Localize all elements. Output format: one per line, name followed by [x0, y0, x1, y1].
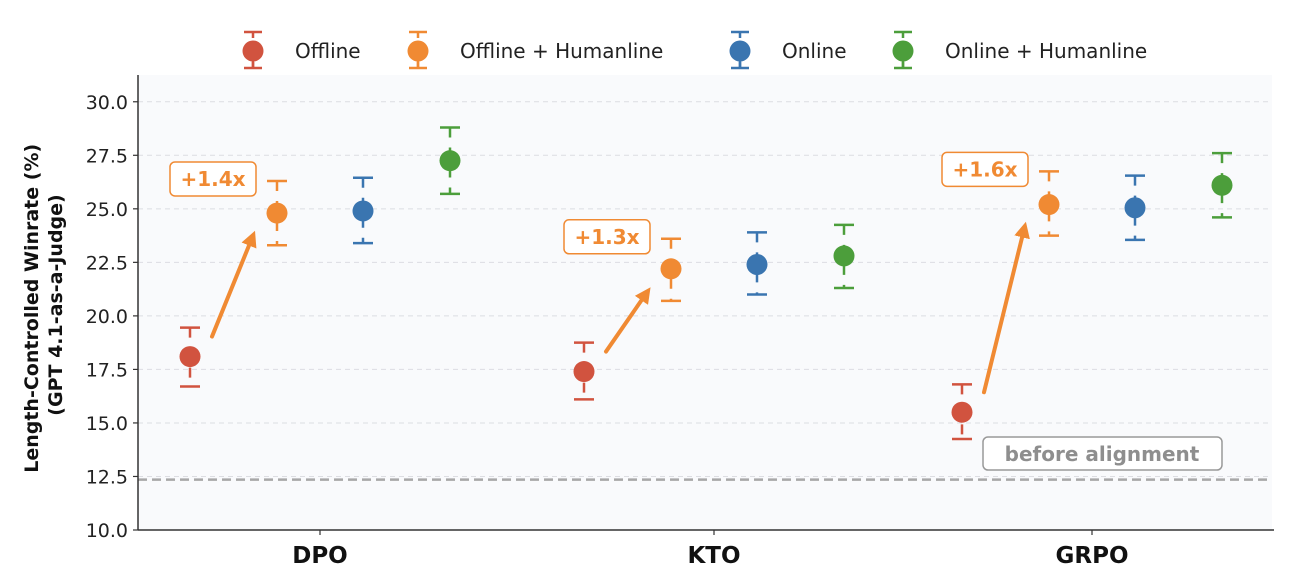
- annotation-label: +1.4x: [180, 167, 245, 191]
- y-axis-label-line1: Length-Controlled Winrate (%): [21, 144, 43, 473]
- x-tick-label: GRPO: [1056, 543, 1129, 569]
- y-tick-label: 25.0: [86, 199, 128, 221]
- legend-marker: [729, 40, 751, 62]
- y-tick-label: 12.5: [86, 466, 128, 488]
- improvement-arrow: [210, 230, 257, 339]
- data-point: [179, 346, 201, 368]
- y-axis-label-line2: (GPT 4.1-as-a-Judge): [45, 194, 67, 415]
- legend-label: Offline: [295, 39, 361, 63]
- data-point: [266, 202, 288, 224]
- annotation-box: [941, 151, 1029, 188]
- y-tick-label: 15.0: [86, 413, 128, 435]
- y-axis-label: Length-Controlled Winrate (%) (GPT 4.1-a…: [21, 137, 67, 473]
- data-point: [833, 245, 855, 267]
- data-point: [660, 258, 682, 280]
- data-point: [951, 401, 973, 423]
- x-tick-label: KTO: [687, 543, 740, 569]
- data-point: [1211, 174, 1233, 196]
- legend-label: Online + Humanline: [945, 39, 1147, 63]
- annotation-label: +1.3x: [574, 225, 639, 249]
- data-point: [352, 200, 374, 222]
- legend-marker: [407, 40, 429, 62]
- reference-label: before alignment: [1005, 442, 1200, 466]
- y-tick-label: 17.5: [86, 359, 128, 381]
- y-tick-label: 27.5: [86, 145, 128, 167]
- y-tick-label: 10.0: [86, 520, 128, 542]
- legend-marker: [242, 40, 264, 62]
- data-point: [1038, 194, 1060, 216]
- x-tick-label: DPO: [292, 543, 348, 569]
- annotation-box: [169, 161, 257, 197]
- improvement-arrow: [604, 287, 651, 354]
- annotation-box: [563, 219, 651, 255]
- annotation-label: +1.6x: [952, 157, 1017, 181]
- data-point: [573, 361, 595, 383]
- data-point: [746, 253, 768, 275]
- legend-label: Online: [782, 39, 847, 63]
- improvement-arrow: [982, 221, 1030, 395]
- y-tick-label: 22.5: [86, 252, 128, 274]
- y-tick-label: 20.0: [86, 306, 128, 328]
- y-tick-label: 30.0: [86, 92, 128, 114]
- legend-marker: [892, 40, 914, 62]
- data-point: [1124, 197, 1146, 219]
- legend-label: Offline + Humanline: [460, 39, 663, 63]
- reference-label-box: [982, 436, 1223, 471]
- data-point: [439, 150, 461, 172]
